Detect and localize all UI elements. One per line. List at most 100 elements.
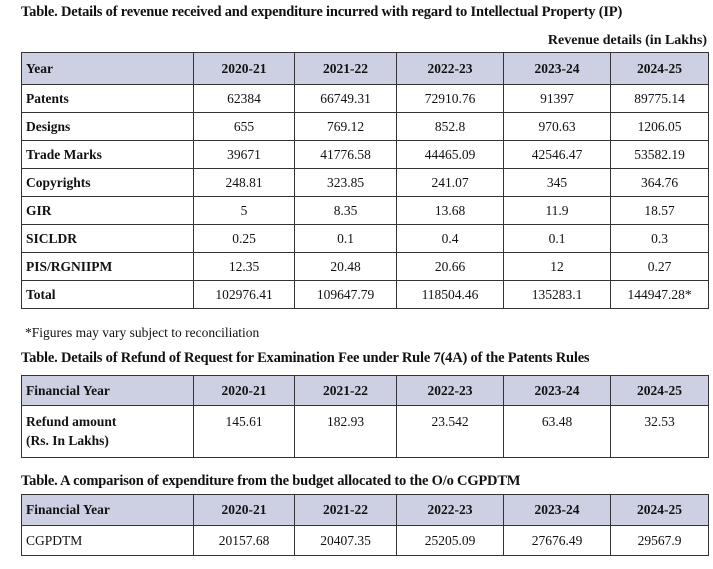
table-cell: 11.9 <box>503 196 611 225</box>
table-cell: 182.93 <box>294 405 397 458</box>
header-cell: 2023-24 <box>503 52 611 85</box>
table-row: Copyrights 248.81 323.85 241.07 345 364.76 <box>21 168 709 197</box>
table-cell: 23.542 <box>396 405 504 458</box>
table-cell: 0.1 <box>294 224 397 253</box>
table-cell: 0.1 <box>503 224 611 253</box>
row-label: Refund amount (Rs. In Lakhs) <box>21 405 194 458</box>
table-row: Refund amount (Rs. In Lakhs) 145.61 182.9… <box>21 405 709 458</box>
table-cell: 0.27 <box>610 252 709 281</box>
table-cell: 91397 <box>503 84 611 113</box>
table-cell: 27676.49 <box>503 525 611 556</box>
table-cell: 72910.76 <box>396 84 504 113</box>
table-cell: 1206.05 <box>610 112 709 141</box>
refund-table: Financial Year 2020-21 2021-22 2022-23 2… <box>21 375 709 458</box>
table-cell: 89775.14 <box>610 84 709 113</box>
table-cell: 0.25 <box>193 224 295 253</box>
row-label: Designs <box>21 112 194 141</box>
header-cell: 2023-24 <box>503 494 611 526</box>
header-cell: 2022-23 <box>396 52 504 85</box>
table-cell: 8.35 <box>294 196 397 225</box>
row-label: Patents <box>21 84 194 113</box>
header-cell: 2023-24 <box>503 375 611 406</box>
row-label: Trade Marks <box>21 140 194 169</box>
revenue-table-title: Table. Details of revenue received and e… <box>21 4 623 20</box>
table-cell: 29567.9 <box>610 525 709 556</box>
budget-table: Financial Year 2020-21 2021-22 2022-23 2… <box>21 494 709 556</box>
table-cell: 769.12 <box>294 112 397 141</box>
table-cell: 20.48 <box>294 252 397 281</box>
table-cell: 25205.09 <box>396 525 504 556</box>
table-row: Trade Marks 39671 41776.58 44465.09 42546.47… <box>21 140 709 169</box>
table-header-row: Year 2020-21 2021-22 2022-23 2023-24 202… <box>21 52 709 85</box>
table-cell: 20157.68 <box>193 525 295 556</box>
table-row: Designs 655 769.12 852.8 970.63 1206.05 <box>21 112 709 141</box>
table-cell: 109647.79 <box>294 280 397 309</box>
table-cell: 145.61 <box>193 405 295 458</box>
row-label: Total <box>21 280 194 309</box>
header-cell: 2024-25 <box>610 375 709 406</box>
table-row: Total 102976.41 109647.79 118504.46 135283.1… <box>21 280 709 309</box>
table-cell: 0.4 <box>396 224 504 253</box>
header-cell: Financial Year <box>21 494 194 526</box>
revenue-table: Year 2020-21 2021-22 2022-23 2023-24 202… <box>21 52 709 309</box>
header-cell: 2020-21 <box>193 52 295 85</box>
table-cell: 364.76 <box>610 168 709 197</box>
table-cell: 5 <box>193 196 295 225</box>
table-cell: 41776.58 <box>294 140 397 169</box>
row-label: SICLDR <box>21 224 194 253</box>
table-cell: 323.85 <box>294 168 397 197</box>
header-cell: 2021-22 <box>294 52 397 85</box>
table-cell: 118504.46 <box>396 280 504 309</box>
table-cell: 13.68 <box>396 196 504 225</box>
header-cell: 2021-22 <box>294 494 397 526</box>
table-cell: 39671 <box>193 140 295 169</box>
table-header-row: Financial Year 2020-21 2021-22 2022-23 2… <box>21 494 709 526</box>
header-cell: 2022-23 <box>396 375 504 406</box>
header-cell: 2024-25 <box>610 494 709 526</box>
table-cell: 44465.09 <box>396 140 504 169</box>
table-cell: 63.48 <box>503 405 611 458</box>
header-cell: 2024-25 <box>610 52 709 85</box>
header-cell: Financial Year <box>21 375 194 406</box>
table-cell: 12.35 <box>193 252 295 281</box>
table-cell: 12 <box>503 252 611 281</box>
header-cell: 2021-22 <box>294 375 397 406</box>
table-header-row: Financial Year 2020-21 2021-22 2022-23 2… <box>21 375 709 406</box>
table-row: Patents 62384 66749.31 72910.76 91397 89775.1… <box>21 84 709 113</box>
table-cell: 852.8 <box>396 112 504 141</box>
budget-table-title: Table. A comparison of expenditure from … <box>21 473 521 489</box>
table-cell: 345 <box>503 168 611 197</box>
table-cell: 20.66 <box>396 252 504 281</box>
header-cell: 2020-21 <box>193 494 295 526</box>
header-cell: 2020-21 <box>193 375 295 406</box>
table-cell: 248.81 <box>193 168 295 197</box>
refund-table-title: Table. Details of Refund of Request for … <box>21 350 590 366</box>
header-cell: Year <box>21 52 194 85</box>
table-cell: 241.07 <box>396 168 504 197</box>
table-cell: 20407.35 <box>294 525 397 556</box>
table-row: CGPDTM 20157.68 20407.35 25205.09 27676.… <box>21 525 709 556</box>
table-cell: 42546.47 <box>503 140 611 169</box>
table-cell: 32.53 <box>610 405 709 458</box>
row-label-line2: (Rs. In Lakhs) <box>26 433 109 448</box>
table-cell: 102976.41 <box>193 280 295 309</box>
row-label: CGPDTM <box>21 525 194 556</box>
table-row: GIR 5 8.35 13.68 11.9 18.57 <box>21 196 709 225</box>
header-cell: 2022-23 <box>396 494 504 526</box>
row-label-line1: Refund amount <box>26 414 117 429</box>
table-cell: 144947.28* <box>610 280 709 309</box>
table-cell: 0.3 <box>610 224 709 253</box>
row-label: PIS/RGNIIPM <box>21 252 194 281</box>
table-row: SICLDR 0.25 0.1 0.4 0.1 0.3 <box>21 224 709 253</box>
table-cell: 53582.19 <box>610 140 709 169</box>
table-row: PIS/RGNIIPM 12.35 20.48 20.66 12 0.27 <box>21 252 709 281</box>
footnote: *Figures may vary subject to reconciliat… <box>25 325 260 340</box>
row-label: Copyrights <box>21 168 194 197</box>
table-cell: 970.63 <box>503 112 611 141</box>
table-cell: 18.57 <box>610 196 709 225</box>
row-label: GIR <box>21 196 194 225</box>
table-cell: 62384 <box>193 84 295 113</box>
table-cell: 66749.31 <box>294 84 397 113</box>
table-cell: 135283.1 <box>503 280 611 309</box>
revenue-unit-label: Revenue details (in Lakhs) <box>547 33 707 48</box>
